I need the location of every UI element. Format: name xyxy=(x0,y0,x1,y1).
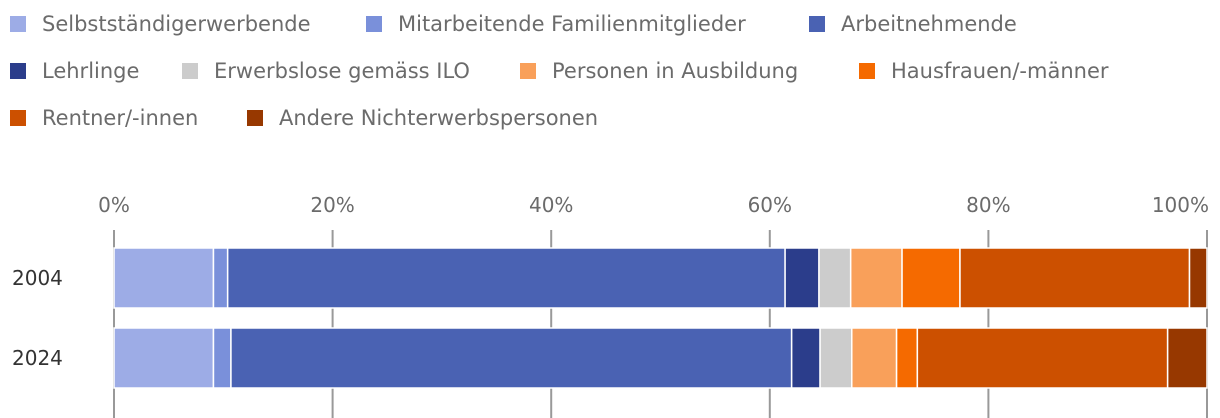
legend-item[interactable]: Selbstständigerwerbende xyxy=(10,8,311,40)
legend-swatch xyxy=(520,63,536,79)
bar-segment[interactable] xyxy=(230,327,793,389)
bar-segment[interactable] xyxy=(113,327,215,389)
bar-segment[interactable] xyxy=(916,327,1169,389)
legend-label: Andere Nichterwerbspersonen xyxy=(279,106,599,130)
bar-segment[interactable] xyxy=(851,327,898,389)
legend-item[interactable]: Rentner/-innen xyxy=(10,102,198,134)
bar-segment[interactable] xyxy=(901,247,961,309)
bar-segment[interactable] xyxy=(819,327,853,389)
legend-item[interactable]: Lehrlinge xyxy=(10,55,139,87)
legend-swatch xyxy=(10,63,26,79)
legend-label: Rentner/-innen xyxy=(42,106,199,130)
bar-segment[interactable] xyxy=(895,327,919,389)
legend-item[interactable]: Erwerbslose gemäss ILO xyxy=(182,55,470,87)
legend-swatch xyxy=(366,16,382,32)
legend-swatch xyxy=(10,110,26,126)
legend-label: Selbstständigerwerbende xyxy=(42,12,311,36)
x-tick-label: 0% xyxy=(98,193,130,217)
legend-label: Lehrlinge xyxy=(42,59,140,83)
legend-swatch xyxy=(809,16,825,32)
stacked-bar-chart: 0% 20% 40% 60% 80% 100% 2004 2024 xyxy=(12,193,1209,418)
legend-row: Lehrlinge Erwerbslose gemäss ILO Personen … xyxy=(10,55,1210,102)
legend-item[interactable]: Personen in Ausbildung xyxy=(520,55,798,87)
bar-segment[interactable] xyxy=(212,327,232,389)
bar-segment[interactable] xyxy=(226,247,786,309)
x-tick-label: 40% xyxy=(529,193,573,217)
legend: Selbstständigerwerbende Mitarbeitende Fam… xyxy=(10,8,1210,149)
legend-label: Arbeitnehmende xyxy=(841,12,1017,36)
legend-swatch xyxy=(182,63,198,79)
category-label: 2024 xyxy=(12,346,63,370)
bar-segment[interactable] xyxy=(1166,327,1208,389)
legend-label: Erwerbslose gemäss ILO xyxy=(214,59,470,83)
bar-segment[interactable] xyxy=(790,327,821,389)
legend-swatch xyxy=(10,16,26,32)
x-tick-label: 80% xyxy=(966,193,1010,217)
legend-label: Hausfrauen/-männer xyxy=(891,59,1109,83)
bar-segment[interactable] xyxy=(959,247,1191,309)
legend-label: Mitarbeitende Familienmitglieder xyxy=(398,12,746,36)
x-tick-label: 20% xyxy=(310,193,354,217)
legend-label: Personen in Ausbildung xyxy=(552,59,799,83)
bar-segment[interactable] xyxy=(818,247,852,309)
legend-row: Rentner/-innen Andere Nichterwerbspersone… xyxy=(10,102,1210,149)
legend-item[interactable]: Andere Nichterwerbspersonen xyxy=(247,102,598,134)
legend-item[interactable]: Hausfrauen/-männer xyxy=(859,55,1109,87)
bar-segment[interactable] xyxy=(784,247,820,309)
legend-swatch xyxy=(247,110,263,126)
bar-segment[interactable] xyxy=(1188,247,1208,309)
legend-row: Selbstständigerwerbende Mitarbeitende Fam… xyxy=(10,8,1210,55)
bar-segment[interactable] xyxy=(849,247,903,309)
legend-item[interactable]: Arbeitnehmende xyxy=(809,8,1017,40)
legend-swatch xyxy=(859,63,875,79)
x-tick-label: 60% xyxy=(748,193,792,217)
x-tick-label: 100% xyxy=(1152,193,1209,217)
bar-segment[interactable] xyxy=(212,247,229,309)
category-label: 2004 xyxy=(12,266,63,290)
legend-item[interactable]: Mitarbeitende Familienmitglieder xyxy=(366,8,746,40)
bar-segment[interactable] xyxy=(113,247,215,309)
